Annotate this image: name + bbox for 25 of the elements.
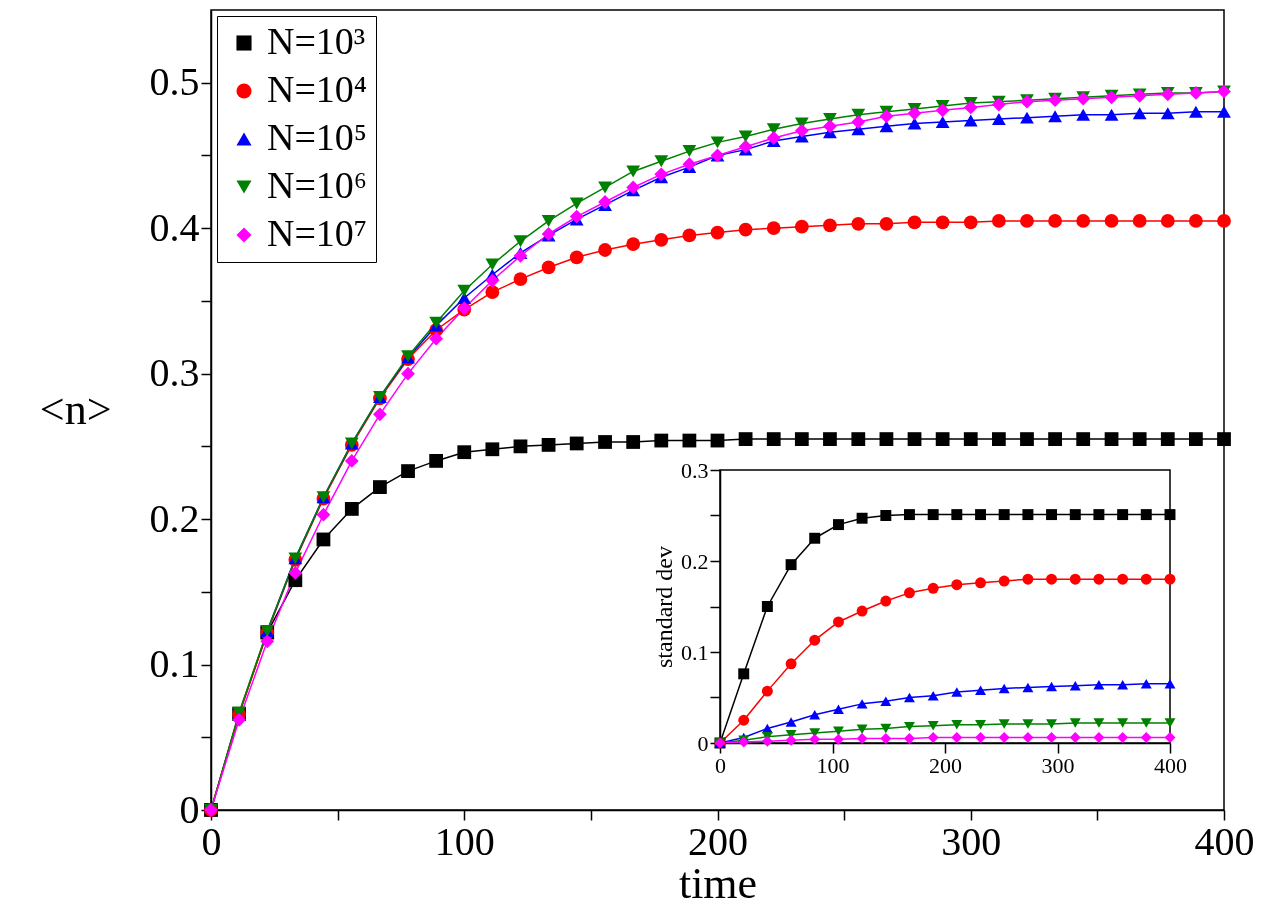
y-tick-label: 0.1 (149, 641, 200, 687)
y-tick-label: 0.2 (681, 548, 709, 574)
y-tick-label: 0 (697, 730, 709, 756)
legend-label: N=10³ (267, 20, 366, 62)
y-tick-label: 0.3 (681, 457, 709, 483)
y-axis-title: <n> (39, 384, 112, 434)
y-tick-label: 0.4 (149, 204, 200, 250)
y-tick-label: 0.1 (681, 639, 709, 665)
x-tick-label: 100 (434, 818, 495, 864)
x-tick-label: 100 (816, 752, 850, 778)
legend-label: N=10⁴ (267, 68, 368, 110)
y-axis-title: standard dev (651, 546, 677, 668)
y-tick-label: 0.5 (149, 59, 200, 105)
y-tick-label: 0.2 (149, 495, 200, 541)
legend-label: N=10⁵ (267, 116, 368, 158)
legend-label: N=10⁶ (267, 164, 368, 206)
x-tick-label: 400 (1154, 752, 1187, 778)
x-tick-label: 200 (929, 752, 962, 778)
legend-label: N=10⁷ (267, 212, 368, 254)
y-tick-label: 0 (179, 786, 200, 832)
x-tick-label: 300 (1041, 752, 1075, 778)
x-tick-label: 400 (1194, 818, 1255, 864)
y-tick-label: 0.3 (149, 350, 200, 396)
x-tick-label: 0 (715, 752, 726, 778)
x-tick-label: 300 (941, 818, 1002, 864)
